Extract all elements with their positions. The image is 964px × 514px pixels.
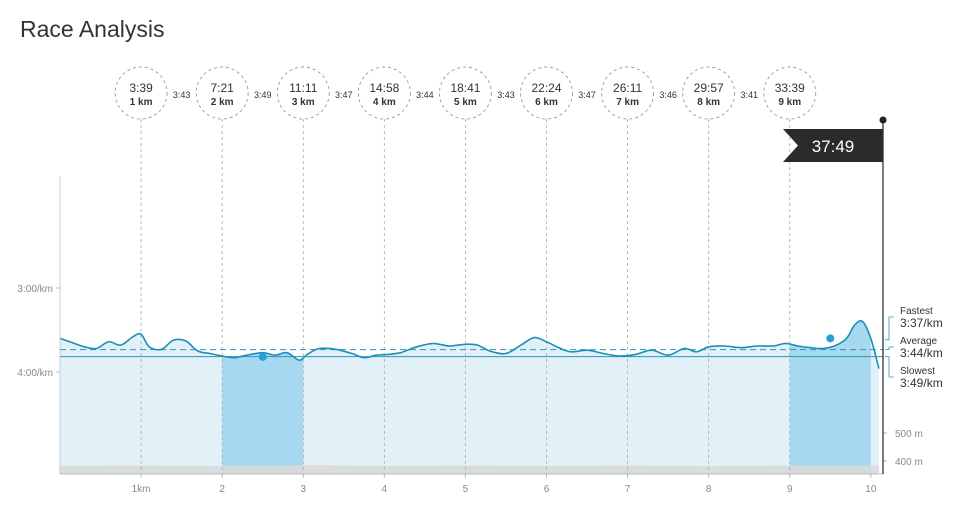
pace-line	[59, 320, 880, 369]
split-pace-label: 3:44	[416, 90, 434, 100]
km-bubble-time: 3:39	[129, 81, 153, 95]
km-bubble-label: 7 km	[616, 97, 639, 108]
legend-connector-fastest	[885, 316, 894, 341]
split-pace-label: 3:43	[173, 90, 191, 100]
km-bubble-label: 2 km	[211, 97, 234, 108]
x-tick-label: 6	[544, 484, 550, 495]
km-bubble-label: 5 km	[454, 97, 477, 108]
split-pace-label: 3:46	[659, 90, 677, 100]
km-bubble-label: 9 km	[778, 97, 801, 108]
km-bubble	[114, 66, 168, 120]
y-tick-label: 4:00/km	[17, 368, 53, 379]
elevation-tick-label: 500 m	[895, 429, 923, 440]
legend-average-label: Average	[900, 336, 938, 347]
split-pace-label: 3:43	[497, 90, 515, 100]
km-bubble-time: 7:21	[210, 81, 234, 95]
km-bubble	[276, 66, 330, 120]
x-tick-label: 8	[706, 484, 712, 495]
finish-flag	[783, 129, 883, 162]
km-bubble	[357, 66, 411, 120]
legend-slowest-value: 3:49/km	[900, 376, 943, 390]
legend-fastest-label: Fastest	[900, 306, 933, 317]
split-pace-label: 3:47	[335, 90, 353, 100]
elevation-tick-label: 400 m	[895, 457, 923, 468]
km-bubble	[682, 66, 736, 120]
split-pace-label: 3:47	[578, 90, 596, 100]
km-bubble-label: 4 km	[373, 97, 396, 108]
highlight-segment-fastest	[789, 320, 871, 474]
page-title: Race Analysis	[20, 16, 165, 42]
x-tick-label: 9	[787, 484, 793, 495]
km-bubble-time: 29:57	[694, 81, 724, 95]
x-tick-label: 3	[300, 484, 306, 495]
km-bubble-time: 22:24	[531, 81, 561, 95]
split-pace-label: 3:41	[740, 90, 758, 100]
y-tick-label: 3:00/km	[17, 284, 53, 295]
km-bubble-label: 6 km	[535, 97, 558, 108]
legend-connector-average	[885, 346, 894, 350]
elevation-area	[60, 465, 879, 474]
x-tick-label: 1km	[132, 484, 151, 495]
split-pace-label: 3:49	[254, 90, 272, 100]
km-bubble-time: 11:11	[289, 81, 318, 95]
km-bubble-label: 8 km	[697, 97, 720, 108]
x-tick-label: 4	[382, 484, 388, 495]
finish-time: 37:49	[812, 137, 855, 156]
segment-marker-fastest	[826, 334, 835, 343]
km-bubble-time: 18:41	[450, 81, 480, 95]
legend-average-value: 3:44/km	[900, 346, 943, 360]
x-tick-label: 2	[219, 484, 225, 495]
x-tick-label: 5	[463, 484, 469, 495]
km-bubble-time: 33:39	[775, 81, 805, 95]
km-bubble-time: 26:11	[613, 81, 642, 95]
legend-connector-slowest	[885, 356, 894, 378]
km-bubble	[763, 66, 817, 120]
highlight-segment-slowest	[222, 320, 304, 474]
km-bubble-label: 3 km	[292, 97, 315, 108]
legend-fastest-value: 3:37/km	[900, 316, 943, 330]
finish-dot	[879, 116, 887, 124]
km-bubble	[520, 66, 573, 120]
km-bubble-time: 14:58	[369, 81, 399, 95]
km-bubble	[438, 66, 492, 120]
x-tick-label: 10	[865, 484, 877, 495]
km-bubble	[195, 66, 249, 120]
segment-marker-slowest	[258, 352, 267, 361]
legend-slowest-label: Slowest	[900, 366, 935, 377]
km-bubble	[601, 66, 655, 120]
x-tick-label: 7	[625, 484, 631, 495]
km-bubble-label: 1 km	[130, 97, 153, 108]
